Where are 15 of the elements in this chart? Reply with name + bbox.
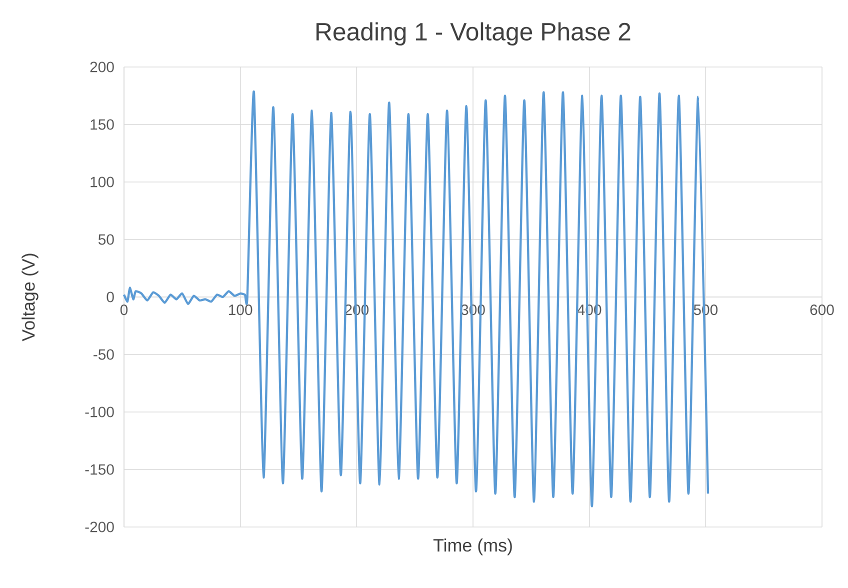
x-tick-label: 0 <box>120 304 128 316</box>
y-axis-title: Voltage (V) <box>22 254 38 342</box>
y-tick-label: 100 <box>90 176 114 188</box>
x-axis-title: Time (ms) <box>433 538 512 556</box>
y-tick-label: -150 <box>85 464 114 475</box>
y-tick-label: 50 <box>98 234 114 245</box>
y-tick-label: -50 <box>94 349 114 360</box>
y-tick-label: -100 <box>85 406 114 418</box>
x-tick-label: 600 <box>810 304 834 316</box>
y-tick-label: -200 <box>85 522 114 532</box>
y-tick-label: 150 <box>90 119 114 130</box>
chart-title: Reading 1 - Voltage Phase 2 <box>316 22 630 46</box>
x-tick-label: 100 <box>229 304 252 316</box>
y-tick-label: 0 <box>106 292 114 302</box>
y-tick-label: 200 <box>90 62 114 72</box>
